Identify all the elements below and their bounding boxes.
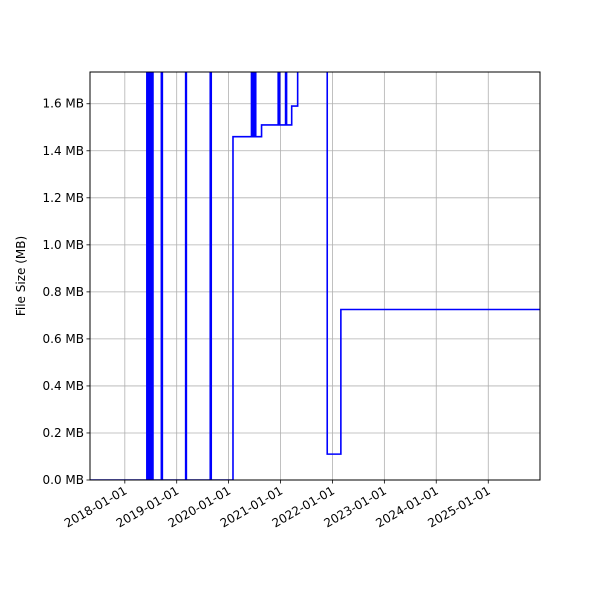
- y-tick-label: 0.8 MB: [43, 285, 84, 299]
- y-tick-label: 1.0 MB: [43, 238, 84, 252]
- y-tick-label: 0.6 MB: [43, 332, 84, 346]
- series-layer: [90, 72, 540, 480]
- y-tick-label: 1.4 MB: [43, 144, 84, 158]
- plot-frame: [89, 71, 541, 481]
- y-axis-title: File Size (MB): [14, 236, 28, 316]
- y-tick-label: 1.6 MB: [43, 97, 84, 111]
- y-tick-label: 0.0 MB: [43, 473, 84, 487]
- y-tick-label: 1.2 MB: [43, 191, 84, 205]
- y-tick-label: 0.2 MB: [43, 426, 84, 440]
- y-tick-label: 0.4 MB: [43, 379, 84, 393]
- grid-lines: [90, 72, 540, 481]
- series-line: [90, 72, 540, 480]
- y-axis: 0.0 MB 0.2 MB 0.4 MB 0.6 MB 0.8 MB 1.0 MB 1.2 …: [43, 97, 90, 487]
